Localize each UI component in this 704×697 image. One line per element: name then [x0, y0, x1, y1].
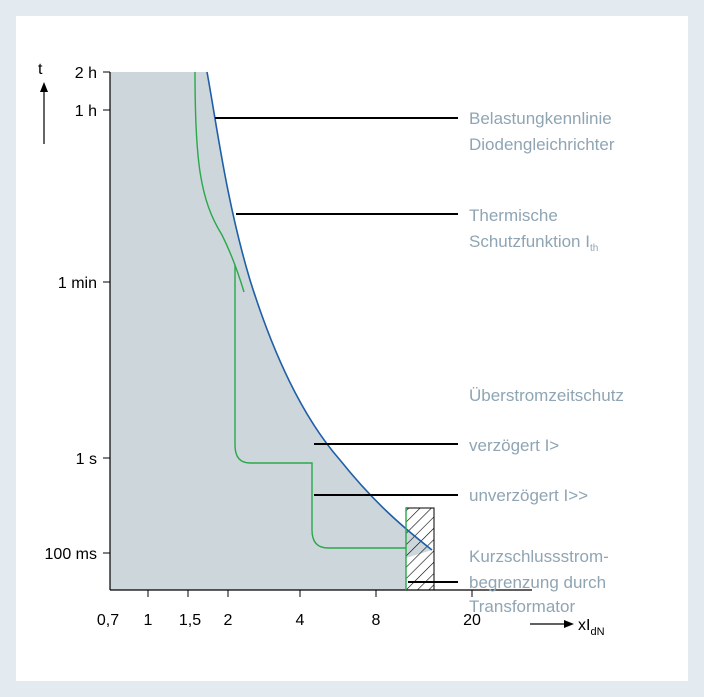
label-thermisch-sub: th — [590, 243, 598, 254]
y-tick-label-100ms: 100 ms — [45, 546, 97, 563]
x-tick-label-2: 2 — [224, 612, 233, 629]
load-characteristic-curve — [206, 71, 433, 551]
overcurrent-protection-curve — [234, 265, 406, 549]
y-axis-symbol: t — [38, 61, 43, 78]
x-axis-symbol-sub: dN — [590, 626, 604, 638]
label-thermisch-1: Thermische — [469, 206, 558, 225]
x-tick-label-1: 1 — [144, 612, 153, 629]
label-belastung-1: Belastungkennlinie — [469, 109, 612, 128]
x-tick-label-1-5: 1,5 — [179, 612, 201, 629]
label-unverzoegert: unverzögert I>> — [469, 486, 588, 505]
x-tick-label-4: 4 — [296, 612, 305, 629]
y-axis-arrowhead — [40, 82, 48, 92]
short-circuit-hatch — [405, 507, 435, 591]
label-ueberstrom: Überstromzeitschutz — [469, 386, 624, 405]
x-axis-symbol-main: xI — [578, 617, 590, 634]
y-tick-label-1h: 1 h — [75, 103, 97, 120]
x-tick-label-8: 8 — [372, 612, 381, 629]
label-kurz-1: Kurzschlussstrom- — [469, 547, 609, 566]
y-tick-label-1s: 1 s — [76, 451, 97, 468]
x-axis-symbol: xIdN — [578, 617, 605, 638]
label-thermisch-2-main: Schutzfunktion I — [469, 232, 590, 251]
label-thermisch-2: Schutzfunktion Ith — [469, 232, 598, 254]
x-axis-arrowhead — [564, 620, 574, 628]
y-tick-label-2h: 2 h — [75, 65, 97, 82]
y-tick-label-1min: 1 min — [58, 275, 97, 292]
thermal-protection-curve — [194, 71, 245, 293]
shaded-operating-area — [110, 72, 432, 590]
x-tick-label-0-7: 0,7 — [97, 612, 119, 629]
label-verzoegert: verzögert I> — [469, 436, 559, 455]
label-belastung-2: Diodengleichrichter — [469, 135, 615, 154]
label-kurz-3: Transformator — [469, 597, 575, 616]
x-tick-label-20: 20 — [463, 612, 481, 629]
label-kurz-2: begrenzung durch — [469, 573, 606, 592]
